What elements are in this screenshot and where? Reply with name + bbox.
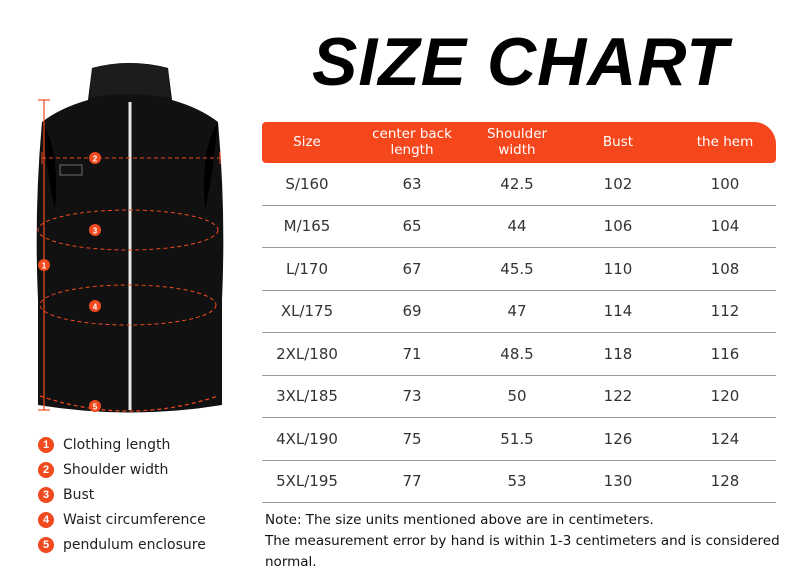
legend-label: pendulum enclosure [63, 536, 206, 553]
size-cell: L/170 [285, 259, 329, 278]
center-back-length-cell: 63 [402, 174, 422, 193]
vest-collar-shape [90, 63, 170, 98]
legend-number: 2 [38, 461, 54, 478]
bust-cell: 118 [603, 344, 633, 363]
shoulder-width-cell: 51.5 [500, 429, 534, 448]
legend-number: 5 [38, 536, 54, 553]
table-row: 4XL/190 75 51.5 126 124 [262, 418, 776, 461]
marker-5: 5 [89, 400, 101, 412]
size-cell: S/160 [285, 174, 329, 193]
hem-cell: 100 [710, 174, 740, 193]
hem-cell: 112 [710, 302, 740, 321]
svg-text:4: 4 [93, 303, 98, 312]
shoulder-width-cell: 44 [507, 217, 527, 236]
bust-cell: 122 [603, 387, 633, 406]
header-center-back-length: center back length [372, 125, 452, 158]
bust-ellipse [37, 209, 219, 251]
bust-cell: 130 [603, 472, 633, 491]
legend-number: 3 [38, 486, 54, 503]
center-back-length-cell: 69 [402, 302, 422, 321]
table-header: Size center back length Shoulder width B… [262, 122, 776, 163]
legend-label: Bust [63, 486, 95, 503]
header-size: Size [293, 133, 321, 150]
hem-cell: 124 [710, 429, 740, 448]
legend-label: Shoulder width [63, 461, 169, 478]
table-row: M/165 65 44 106 104 [262, 206, 776, 248]
header-shoulder-width: Shoulder width [486, 125, 548, 158]
marker-3: 3 [89, 224, 101, 236]
bust-cell: 102 [603, 174, 633, 193]
note-line-2: The measurement error by hand is within … [265, 533, 780, 570]
marker-2: 2 [89, 152, 101, 164]
center-back-length-cell: 67 [402, 259, 422, 278]
center-back-length-cell: 75 [402, 429, 422, 448]
table-row: 2XL/180 71 48.5 118 116 [262, 333, 776, 376]
legend-label: Clothing length [63, 436, 171, 453]
hem-cell: 128 [710, 472, 740, 491]
vest-svg: 1 2 3 4 5 [36, 63, 224, 413]
vest-illustration: 1 2 3 4 5 [0, 60, 260, 420]
header-hem: the hem [696, 133, 754, 150]
size-cell: 3XL/185 [276, 387, 338, 406]
size-cell: 4XL/190 [276, 429, 338, 448]
center-back-length-cell: 65 [402, 217, 422, 236]
legend-item: 5 pendulum enclosure [38, 532, 206, 557]
center-back-length-cell: 73 [402, 387, 422, 406]
bust-cell: 126 [603, 429, 633, 448]
legend-label: Waist circumference [63, 511, 206, 528]
page-title: SIZE CHART [312, 24, 729, 100]
size-cell: M/165 [283, 217, 331, 236]
hem-cell: 120 [710, 387, 740, 406]
legend-number: 4 [38, 511, 54, 528]
size-cell: 5XL/195 [276, 472, 338, 491]
size-cell: XL/175 [280, 302, 334, 321]
svg-text:5: 5 [93, 403, 98, 412]
hem-cell: 108 [710, 259, 740, 278]
svg-text:2: 2 [93, 155, 98, 164]
note-line-1: Note: The size units mentioned above are… [265, 512, 654, 528]
vest-logo-label [59, 164, 83, 176]
marker-1: 1 [38, 259, 50, 271]
measurement-note: Note: The size units mentioned above are… [265, 510, 795, 573]
shoulder-width-cell: 53 [507, 472, 527, 491]
measurement-legend: 1 Clothing length 2 Shoulder width 3 Bus… [38, 432, 206, 557]
size-table: Size center back length Shoulder width B… [262, 122, 776, 503]
hem-cell: 104 [710, 217, 740, 236]
shoulder-width-cell: 47 [507, 302, 527, 321]
table-row: L/170 67 45.5 110 108 [262, 248, 776, 291]
legend-item: 3 Bust [38, 482, 206, 507]
svg-text:1: 1 [42, 262, 47, 271]
bust-cell: 106 [603, 217, 633, 236]
table-body: S/160 63 42.5 102 100 M/165 65 44 106 104 L/170 67 4… [262, 163, 776, 503]
shoulder-width-cell: 42.5 [500, 174, 534, 193]
bust-cell: 110 [603, 259, 633, 278]
legend-item: 2 Shoulder width [38, 457, 206, 482]
legend-number: 1 [38, 436, 54, 453]
hem-cell: 116 [710, 344, 740, 363]
table-row: S/160 63 42.5 102 100 [262, 163, 776, 206]
table-row: XL/175 69 47 114 112 [262, 291, 776, 333]
bust-cell: 114 [603, 302, 633, 321]
legend-item: 1 Clothing length [38, 432, 206, 457]
svg-text:3: 3 [93, 227, 98, 236]
shoulder-width-cell: 48.5 [500, 344, 534, 363]
center-back-length-cell: 71 [402, 344, 422, 363]
header-bust: Bust [602, 133, 634, 150]
table-row: 5XL/195 77 53 130 128 [262, 461, 776, 503]
size-cell: 2XL/180 [276, 344, 338, 363]
shoulder-width-cell: 50 [507, 387, 527, 406]
marker-4: 4 [89, 300, 101, 312]
table-row: 3XL/185 73 50 122 120 [262, 376, 776, 418]
center-back-length-cell: 77 [402, 472, 422, 491]
hem-arc [39, 395, 219, 412]
legend-item: 4 Waist circumference [38, 507, 206, 532]
shoulder-width-cell: 45.5 [500, 259, 534, 278]
waist-ellipse [39, 284, 217, 326]
